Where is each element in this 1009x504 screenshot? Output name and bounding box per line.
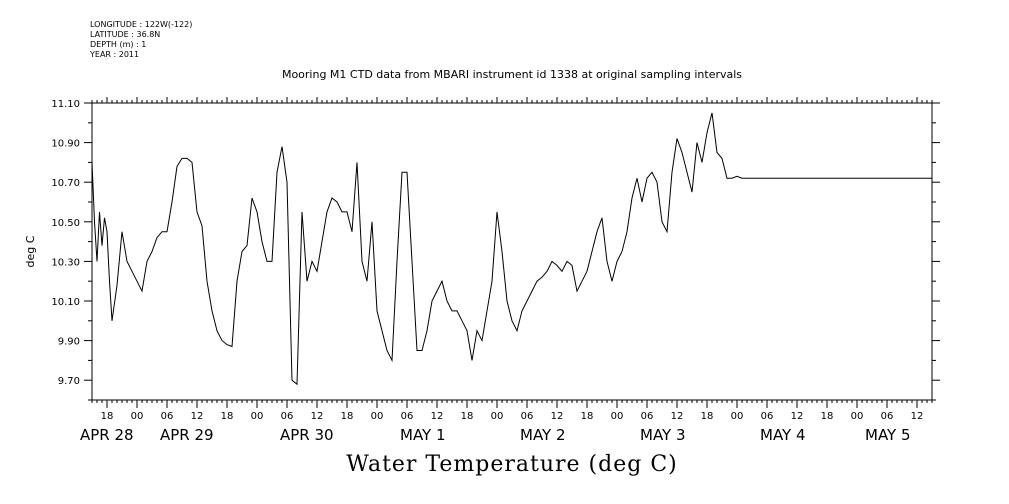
x-tick-label: 18: [461, 411, 474, 422]
x-tick-label: 00: [371, 411, 384, 422]
chart-title: Mooring M1 CTD data from MBARI instrumen…: [281, 68, 743, 81]
x-date-label: MAY 1: [400, 426, 446, 444]
x-tick-label: 06: [641, 411, 654, 422]
x-tick-label: 00: [611, 411, 624, 422]
y-tick-label: 10.70: [51, 178, 80, 189]
x-date-label: APR 28: [80, 426, 134, 444]
y-tick-label: 11.10: [51, 99, 80, 110]
x-date-label: MAY 2: [520, 426, 566, 444]
x-date-label: MAY 3: [640, 426, 686, 444]
x-tick-label: 00: [131, 411, 144, 422]
x-tick-label: 00: [851, 411, 864, 422]
series-line: [91, 112, 932, 386]
x-tick-label: 12: [791, 411, 804, 422]
year-label: YEAR : 2011: [90, 50, 140, 59]
x-tick-label: 18: [341, 411, 354, 422]
y-tick-label: 9.90: [58, 337, 80, 348]
x-tick-label: 18: [581, 411, 594, 422]
x-tick-label: 12: [191, 411, 204, 422]
y-tick-label: 10.90: [51, 139, 80, 150]
metadata-block: LONGITUDE : 122W(-122) LATITUDE : 36.8N …: [90, 20, 192, 60]
x-tick-label: 18: [101, 411, 114, 422]
x-tick-label: 12: [311, 411, 324, 422]
y-axis-label: deg C: [24, 235, 37, 267]
y-tick-label: 10.10: [51, 297, 80, 308]
x-tick-label: 00: [251, 411, 264, 422]
x-tick-label: 06: [521, 411, 534, 422]
x-tick-label: 00: [491, 411, 504, 422]
x-tick-label: 06: [281, 411, 294, 422]
x-date-label: MAY 4: [760, 426, 806, 444]
x-tick-label: 00: [731, 411, 744, 422]
y-tick-label: 9.70: [58, 376, 80, 387]
x-date-label: APR 30: [280, 426, 334, 444]
x-tick-label: 18: [821, 411, 834, 422]
x-tick-label: 06: [401, 411, 414, 422]
latitude-label: LATITUDE : 36.8N: [90, 30, 161, 39]
depth-label: DEPTH (m) : 1: [90, 40, 147, 49]
x-tick-label: 12: [431, 411, 444, 422]
x-tick-label: 18: [701, 411, 714, 422]
variable-title: Water Temperature (deg C): [346, 452, 678, 477]
x-tick-label: 12: [671, 411, 684, 422]
y-tick-label: 10.30: [51, 257, 80, 268]
x-date-label: MAY 5: [865, 426, 911, 444]
x-tick-label: 06: [161, 411, 174, 422]
y-tick-label: 10.50: [51, 218, 80, 229]
plot-frame: [91, 102, 933, 401]
x-tick-label: 12: [911, 411, 924, 422]
longitude-label: LONGITUDE : 122W(-122): [90, 20, 193, 29]
x-tick-label: 06: [761, 411, 774, 422]
x-tick-label: 12: [551, 411, 564, 422]
x-date-label: APR 29: [160, 426, 214, 444]
x-tick-label: 18: [221, 411, 234, 422]
x-tick-label: 06: [881, 411, 894, 422]
